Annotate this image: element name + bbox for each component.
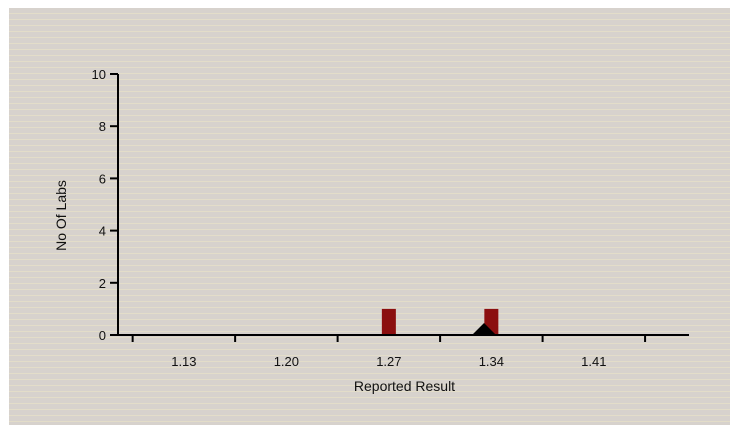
chart-frame: 0 2 4 6 8 10 1.13 1.20 1.27 1.34 1.41 Reported Re… bbox=[9, 8, 730, 425]
x-tick-label: 1.41 bbox=[581, 354, 606, 369]
y-tick-label: 10 bbox=[92, 67, 106, 82]
x-tick-label: 1.34 bbox=[479, 354, 504, 369]
histogram-bar bbox=[381, 308, 396, 335]
histogram-chart: 0 2 4 6 8 10 1.13 1.20 1.27 1.34 1.41 Reported Re… bbox=[53, 67, 689, 394]
x-tick-label: 1.13 bbox=[171, 354, 196, 369]
y-tick-label: 6 bbox=[99, 171, 106, 186]
assigned-value-marker bbox=[471, 323, 498, 336]
x-tick-label: 1.20 bbox=[274, 354, 299, 369]
y-tick-label: 4 bbox=[99, 224, 106, 239]
y-tick-label: 0 bbox=[99, 328, 106, 343]
y-axis-title: No Of Labs bbox=[53, 180, 69, 251]
y-tick-label: 8 bbox=[99, 119, 106, 134]
y-tick-label: 2 bbox=[99, 276, 106, 291]
x-tick-label: 1.27 bbox=[376, 354, 401, 369]
x-axis-title: Reported Result bbox=[354, 378, 455, 394]
